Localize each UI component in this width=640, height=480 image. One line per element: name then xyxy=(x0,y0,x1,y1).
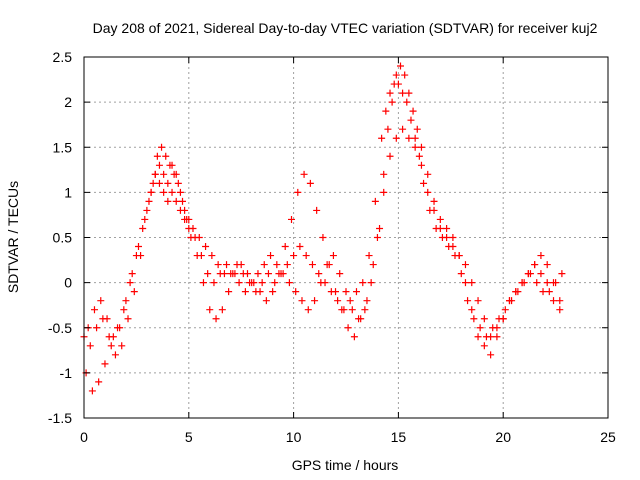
x-tick-label: 10 xyxy=(286,429,302,445)
plus-markers xyxy=(82,62,564,395)
x-tick-label: 25 xyxy=(600,429,616,445)
plus-markers xyxy=(84,125,564,341)
y-tick-label: 1.5 xyxy=(53,139,73,155)
x-tick-label: 5 xyxy=(185,429,193,445)
series-track-1 xyxy=(80,80,566,359)
x-tick-label: 20 xyxy=(495,429,511,445)
y-tick-label: -1.5 xyxy=(48,410,72,426)
series-track-2 xyxy=(82,62,564,395)
y-tick-label: 2.5 xyxy=(53,49,73,65)
x-axis: 0 5 10 15 20 25 xyxy=(80,57,616,445)
x-tick-label: 0 xyxy=(80,429,88,445)
x-axis-label: GPS time / hours xyxy=(292,457,399,473)
y-tick-label: 2 xyxy=(64,94,72,110)
x-tick-label: 15 xyxy=(391,429,407,445)
series-track-3 xyxy=(84,125,564,341)
y-tick-label: 0.5 xyxy=(53,230,73,246)
plus-markers xyxy=(80,80,566,359)
chart-title: Day 208 of 2021, Sidereal Day-to-day VTE… xyxy=(93,20,598,36)
data-points xyxy=(80,62,566,395)
y-tick-label: 1 xyxy=(64,184,72,200)
y-tick-label: 0 xyxy=(64,275,72,291)
y-tick-label: -1 xyxy=(60,365,73,381)
y-tick-label: -0.5 xyxy=(48,320,72,336)
y-axis-label: SDTVAR / TECUs xyxy=(5,181,21,293)
grid xyxy=(84,57,608,418)
y-axis: -1.5 -1 -0.5 0 0.5 1 1.5 2 2.5 xyxy=(48,49,608,426)
